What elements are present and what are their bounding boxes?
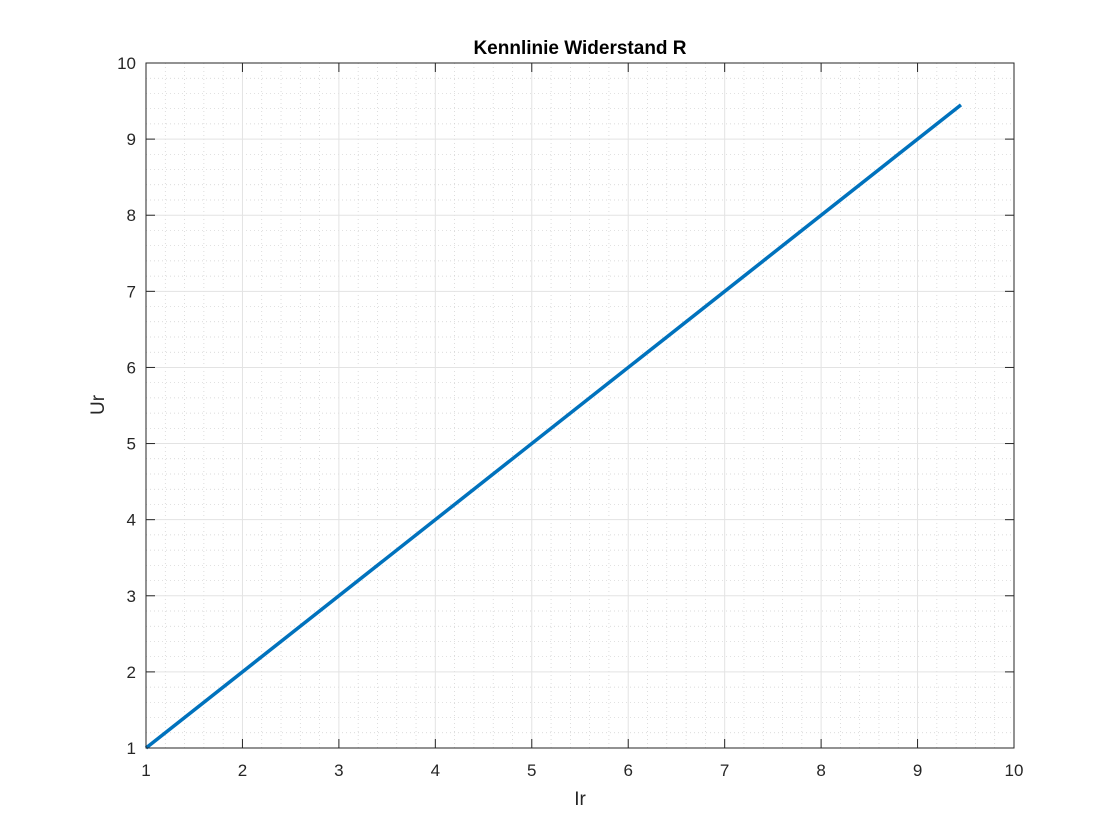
x-axis-label: Ir	[574, 789, 586, 810]
x-tick-label: 1	[141, 761, 150, 780]
x-tick-label: 10	[1005, 761, 1024, 780]
x-tick-label: 2	[238, 761, 247, 780]
y-tick-label: 5	[127, 435, 136, 454]
x-tick-label: 7	[720, 761, 729, 780]
chart-title: Kennlinie Widerstand R	[473, 38, 686, 59]
minor-grid	[146, 63, 1014, 748]
y-tick-label: 7	[127, 282, 136, 301]
y-tick-label: 1	[127, 739, 136, 758]
y-tick-label: 4	[127, 511, 136, 530]
major-grid	[146, 63, 1014, 748]
x-tick-label: 5	[527, 761, 536, 780]
y-tick-label: 2	[127, 663, 136, 682]
y-tick-label: 6	[127, 358, 136, 377]
x-axis-ticks: 1 2 3 4 5 6 7 8 9 10	[141, 63, 1023, 780]
y-tick-label: 8	[127, 206, 136, 225]
axes-box	[145, 62, 1015, 749]
x-tick-label: 3	[334, 761, 343, 780]
y-tick-label: 10	[117, 54, 136, 73]
series-layer	[144, 103, 963, 750]
x-tick-label: 4	[431, 761, 440, 780]
x-tick-label: 9	[913, 761, 922, 780]
y-tick-label: 3	[127, 587, 136, 606]
y-axis-ticks: 1 2 3 4 5 6 7 8 9 10	[117, 54, 1014, 758]
x-tick-label: 6	[623, 761, 632, 780]
y-axis-label: Ur	[88, 394, 109, 415]
series-line	[144, 103, 963, 750]
y-tick-label: 9	[127, 130, 136, 149]
x-tick-label: 8	[816, 761, 825, 780]
